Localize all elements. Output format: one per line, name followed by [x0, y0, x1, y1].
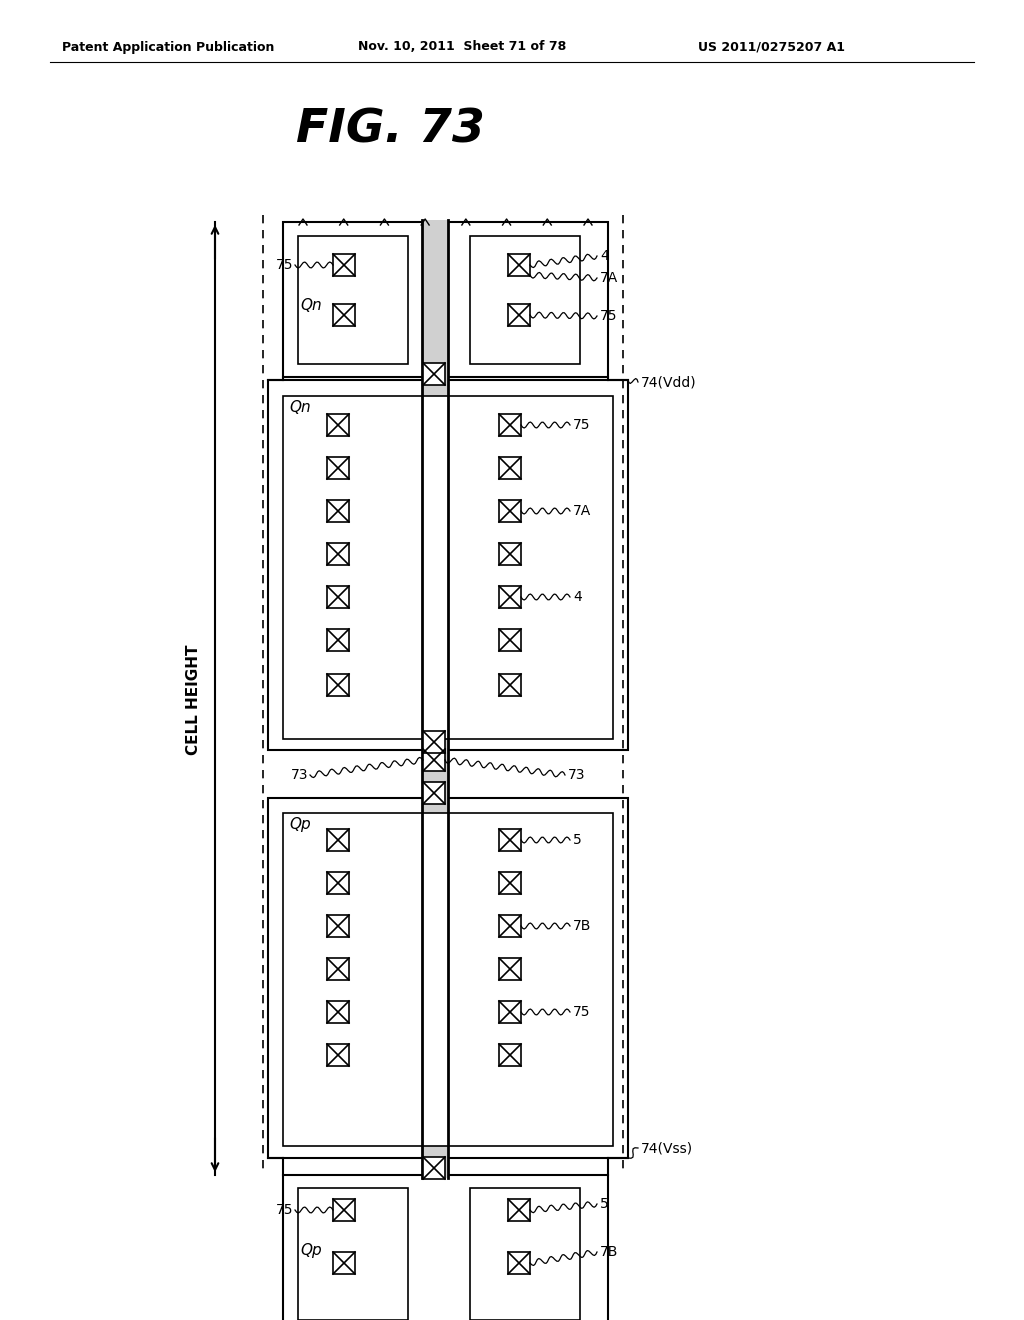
Text: 74(Vss): 74(Vss): [641, 1140, 693, 1155]
Bar: [333, 304, 355, 326]
Text: 4: 4: [600, 249, 608, 263]
Bar: [327, 958, 349, 979]
Bar: [499, 457, 521, 479]
Text: 7A: 7A: [573, 504, 591, 517]
Text: Qp: Qp: [300, 1242, 322, 1258]
Text: 7B: 7B: [600, 1245, 618, 1259]
Bar: [508, 304, 530, 326]
Bar: [327, 500, 349, 521]
Text: 75: 75: [600, 309, 617, 323]
Bar: [508, 1251, 530, 1274]
Bar: [499, 543, 521, 565]
Text: FIG. 73: FIG. 73: [296, 107, 484, 153]
Bar: [423, 363, 445, 385]
Text: 75: 75: [275, 1203, 293, 1217]
Text: 75: 75: [573, 1005, 591, 1019]
Text: 5: 5: [600, 1197, 608, 1210]
Bar: [499, 675, 521, 696]
Bar: [499, 829, 521, 851]
Bar: [333, 253, 355, 276]
Bar: [327, 1001, 349, 1023]
Bar: [327, 586, 349, 609]
Bar: [470, 236, 580, 364]
Bar: [423, 748, 445, 771]
Bar: [327, 414, 349, 436]
Text: CELL HEIGHT: CELL HEIGHT: [185, 644, 201, 755]
Bar: [327, 630, 349, 651]
Bar: [499, 630, 521, 651]
Text: US 2011/0275207 A1: US 2011/0275207 A1: [698, 41, 845, 54]
Text: 74(Vdd): 74(Vdd): [641, 375, 696, 389]
Bar: [508, 1199, 530, 1221]
Bar: [333, 1251, 355, 1274]
Bar: [298, 1188, 408, 1320]
Bar: [499, 915, 521, 937]
Bar: [470, 1188, 580, 1320]
Text: 73: 73: [568, 768, 586, 781]
Bar: [327, 873, 349, 894]
Bar: [333, 1199, 355, 1221]
Bar: [268, 380, 628, 750]
Bar: [499, 586, 521, 609]
Bar: [283, 1175, 608, 1320]
Bar: [327, 543, 349, 565]
Bar: [268, 799, 628, 1158]
Bar: [499, 1044, 521, 1067]
Text: 75: 75: [573, 418, 591, 432]
Text: Patent Application Publication: Patent Application Publication: [62, 41, 274, 54]
Polygon shape: [422, 220, 449, 1177]
Text: 7A: 7A: [600, 271, 618, 285]
Bar: [499, 414, 521, 436]
Bar: [283, 813, 613, 1146]
Bar: [327, 1044, 349, 1067]
Bar: [327, 915, 349, 937]
Bar: [327, 829, 349, 851]
Text: 5: 5: [573, 833, 582, 847]
Text: 4: 4: [573, 590, 582, 605]
Bar: [327, 675, 349, 696]
Bar: [499, 873, 521, 894]
Bar: [499, 1001, 521, 1023]
Bar: [499, 958, 521, 979]
Bar: [508, 253, 530, 276]
Text: 75: 75: [275, 257, 293, 272]
Bar: [283, 222, 608, 378]
Text: Qn: Qn: [289, 400, 310, 416]
Bar: [423, 731, 445, 752]
Text: Nov. 10, 2011  Sheet 71 of 78: Nov. 10, 2011 Sheet 71 of 78: [358, 41, 566, 54]
Bar: [423, 1158, 445, 1179]
Bar: [327, 457, 349, 479]
Text: 73: 73: [291, 768, 308, 781]
Text: Qp: Qp: [289, 817, 310, 833]
Bar: [298, 236, 408, 364]
Bar: [499, 500, 521, 521]
Text: Qn: Qn: [300, 297, 322, 313]
Text: 7B: 7B: [573, 919, 592, 933]
Bar: [283, 396, 613, 739]
Bar: [423, 781, 445, 804]
